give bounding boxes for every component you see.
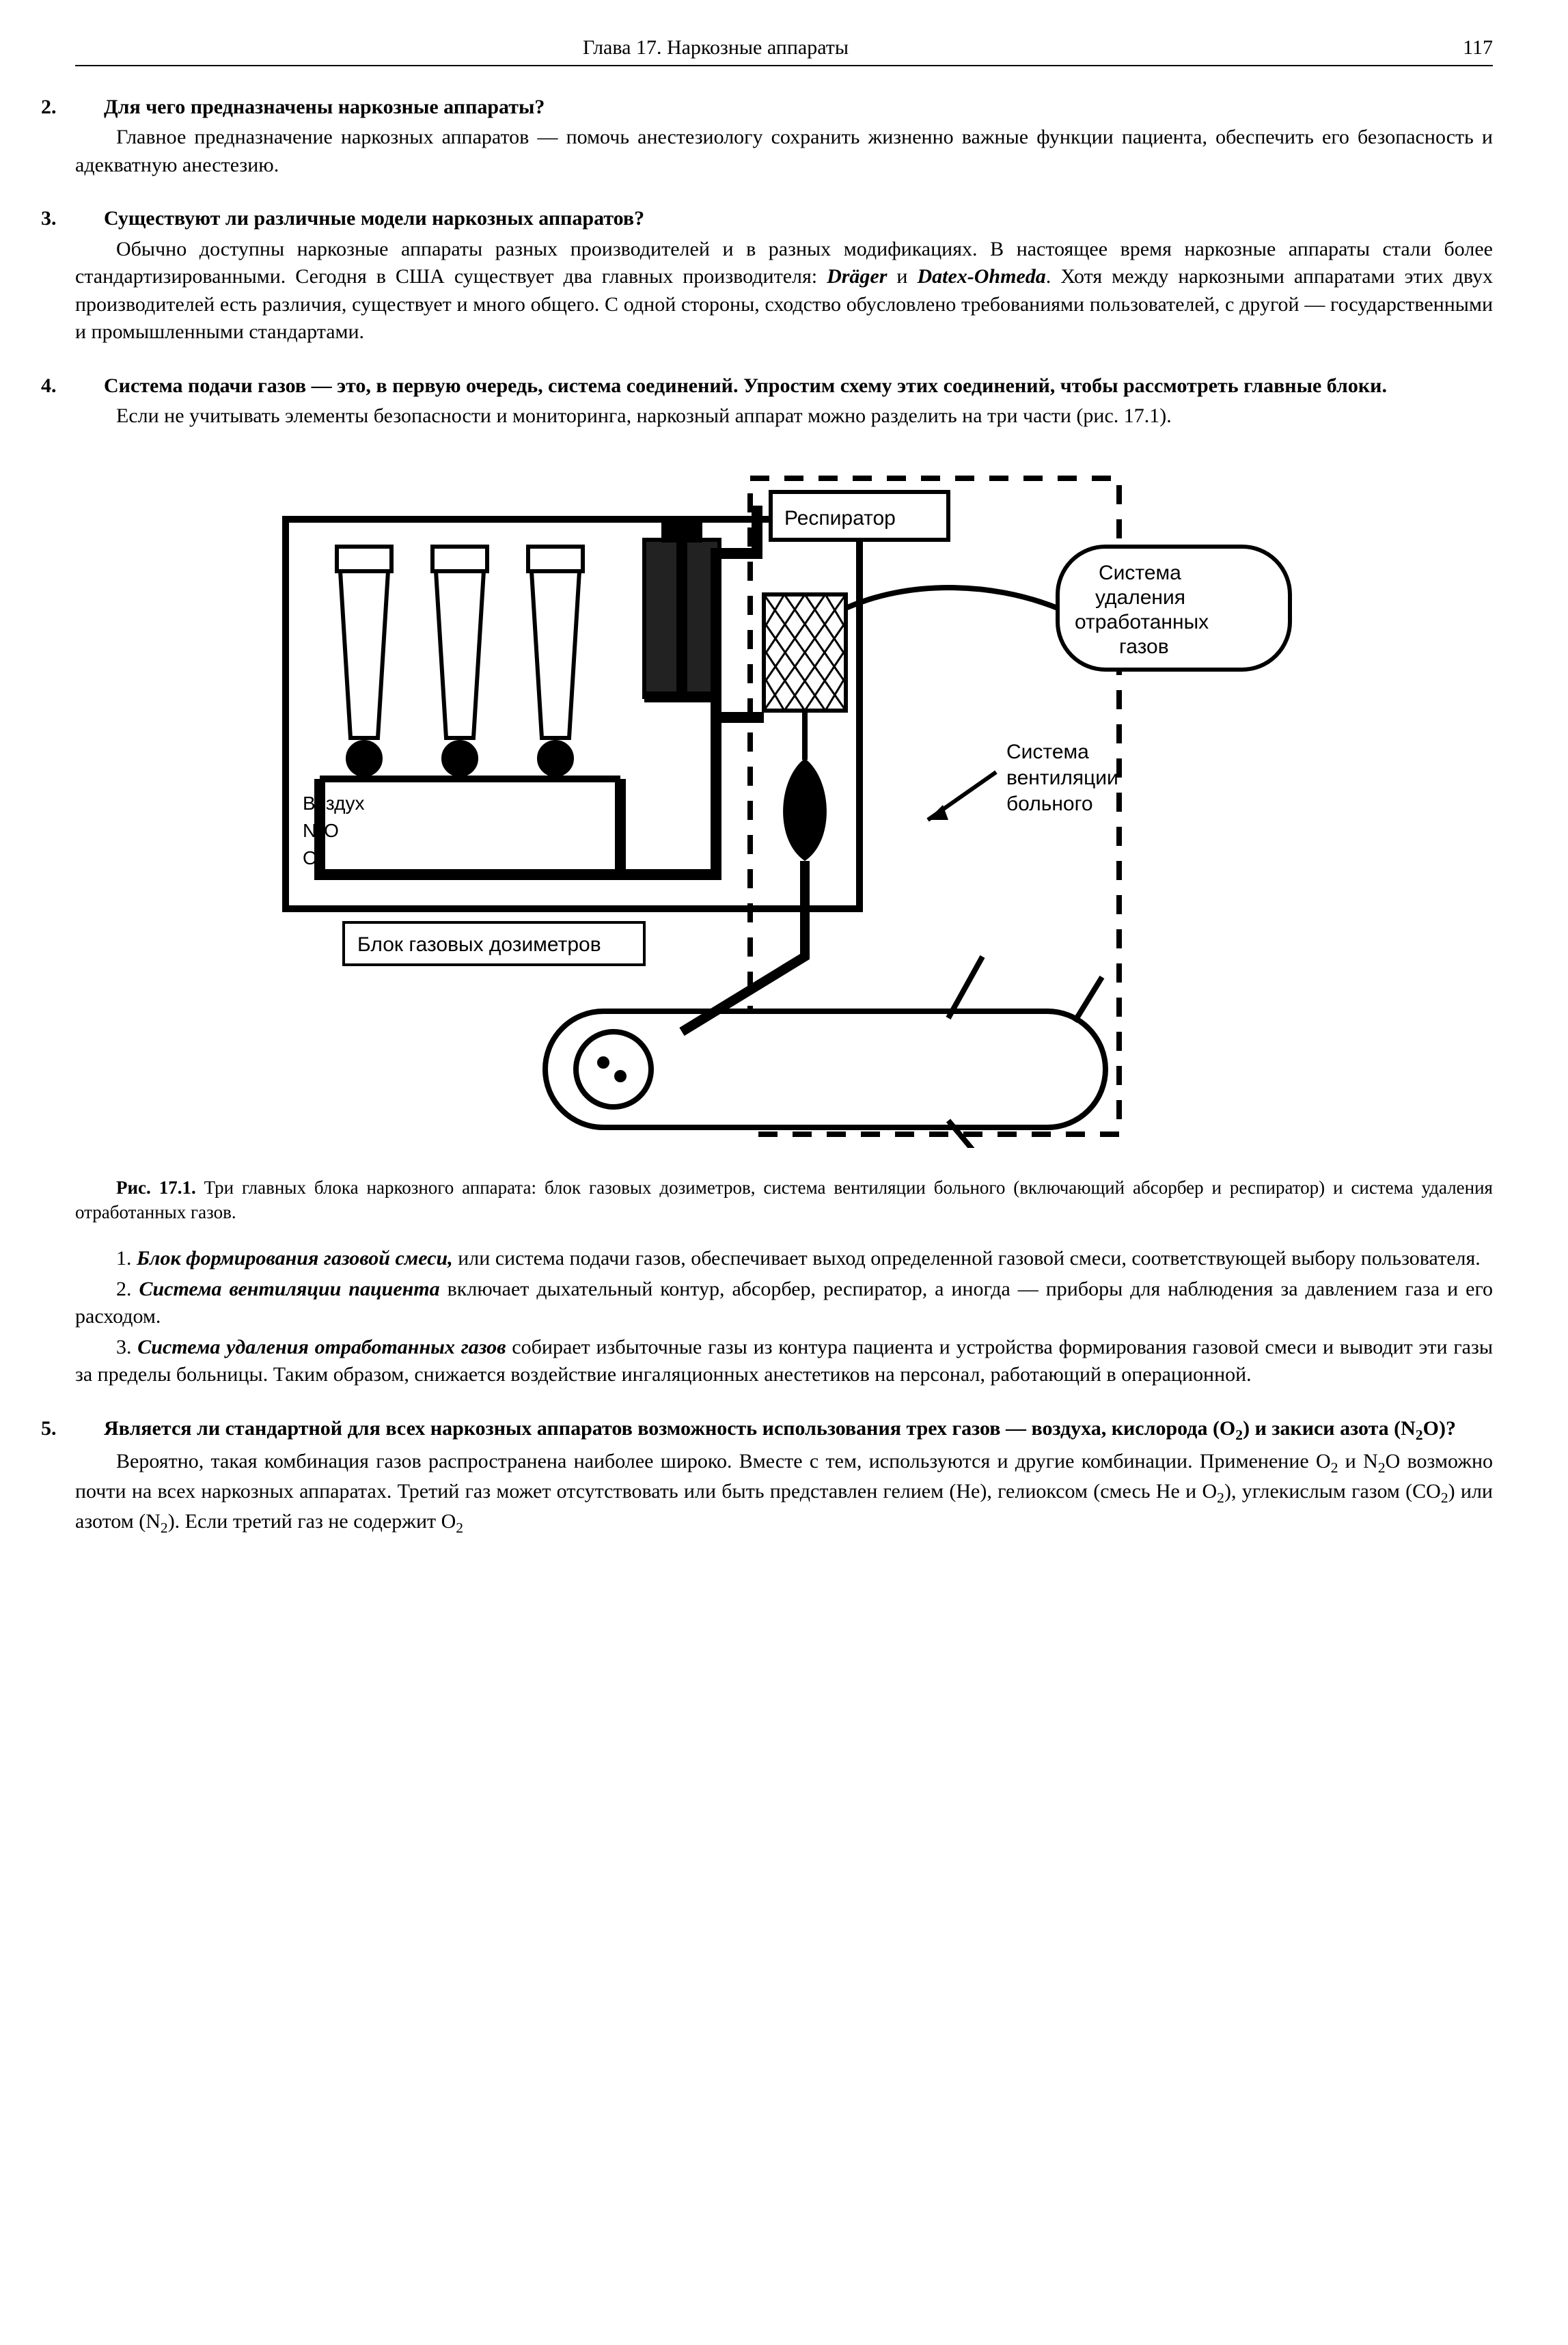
lbl-vent1: Система — [1006, 741, 1089, 763]
q4-head: 4.Система подачи газов — это, в первую о… — [75, 372, 1493, 400]
q2-head: 2.Для чего предназначены наркозные аппар… — [75, 94, 1493, 122]
q5-sub2: 2 — [1378, 1459, 1386, 1476]
q5-body-b: и N — [1338, 1450, 1377, 1472]
q5-sub5: 2 — [161, 1520, 168, 1536]
lbl-scav1: Система — [1099, 562, 1181, 584]
q5-head: 5.Является ли стандартной для всех нарко… — [75, 1415, 1493, 1445]
qa-q3: 3.Существуют ли различные модели наркозн… — [75, 205, 1493, 346]
q5-sub3: 2 — [1217, 1490, 1224, 1506]
block-list: 1. Блок формирования газовой смеси, или … — [75, 1245, 1493, 1389]
li1-num: 1. — [116, 1247, 137, 1270]
lbl-scav2: удаления — [1095, 586, 1185, 609]
li1-text: или система подачи газов, обеспечивает в… — [453, 1247, 1481, 1270]
list-item-1: 1. Блок формирования газовой смеси, или … — [75, 1245, 1493, 1273]
q3-em1: Dräger — [827, 265, 887, 288]
q5-body-d: ), углекислым газом (CO — [1224, 1480, 1441, 1503]
q5-title-a: Является ли стандартной для всех наркозн… — [104, 1417, 1235, 1440]
lbl-n2o: N₂O — [303, 820, 339, 841]
list-item-3: 3. Система удаления отработанных газов с… — [75, 1334, 1493, 1389]
lbl-scav3: отработанных — [1075, 611, 1209, 633]
q2-num: 2. — [75, 94, 104, 122]
q4-num: 4. — [75, 372, 104, 400]
q3-em2: Datex-Ohmeda — [917, 265, 1045, 288]
figure-17-1: Воздух N₂O O₂ Блок газовых дозиметров Ре… — [75, 437, 1493, 1148]
q5-sub2b: 2 — [1416, 1427, 1423, 1443]
li2-em: Система вентиляции пациента — [139, 1278, 439, 1300]
page-number: 117 — [1411, 34, 1493, 62]
lbl-scav4: газов — [1119, 635, 1169, 658]
li3-num: 3. — [116, 1336, 137, 1358]
q5-sub6: 2 — [456, 1520, 463, 1536]
q3-head: 3.Существуют ли различные модели наркозн… — [75, 205, 1493, 233]
q5-sub1: 2 — [1331, 1459, 1338, 1476]
lbl-o2: O₂ — [303, 847, 325, 868]
qa-q4: 4.Система подачи газов — это, в первую о… — [75, 372, 1493, 430]
q5-sub4: 2 — [1441, 1490, 1448, 1506]
q4-title: Система подачи газов — это, в первую оче… — [104, 374, 1387, 397]
qa-q2: 2.Для чего предназначены наркозные аппар… — [75, 94, 1493, 180]
q5-num: 5. — [75, 1415, 104, 1443]
q4-body: Если не учитывать элементы безопасности … — [75, 402, 1493, 430]
li3-em: Система удаления отработанных газов — [137, 1336, 506, 1358]
q3-num: 3. — [75, 205, 104, 233]
li2-num: 2. — [116, 1278, 139, 1300]
qa-q5: 5.Является ли стандартной для всех нарко… — [75, 1415, 1493, 1539]
q5-title-b: ) и закиси азота (N — [1243, 1417, 1416, 1440]
q5-sub2a: 2 — [1235, 1427, 1243, 1443]
lbl-flowmeters: Блок газовых дозиметров — [357, 933, 601, 956]
q2-body: Главное предназначение наркозных аппарат… — [75, 124, 1493, 179]
lbl-vent2: вентиляции — [1006, 767, 1118, 789]
list-item-2: 2. Система вентиляции пациента включает … — [75, 1276, 1493, 1331]
header-title: Глава 17. Наркозные аппараты — [75, 34, 1356, 62]
figcap-label: Рис. 17.1. — [116, 1177, 196, 1198]
diagram-svg: Воздух N₂O O₂ Блок газовых дозиметров Ре… — [238, 437, 1331, 1148]
q5-body-f: ). Если третий газ не содержит O — [168, 1510, 456, 1533]
lbl-vent3: больного — [1006, 793, 1093, 815]
figcap-text: Три главных блока наркозного аппарата: б… — [75, 1177, 1493, 1222]
lbl-air: Воздух — [303, 793, 365, 814]
q5-body-a: Вероятно, такая комбинация газов распрос… — [116, 1450, 1331, 1472]
q5-title-c: O)? — [1423, 1417, 1456, 1440]
lbl-respirator: Респиратор — [784, 507, 896, 530]
q3-body: Обычно доступны наркозные аппараты разны… — [75, 236, 1493, 346]
figure-caption: Рис. 17.1. Три главных блока наркозного … — [75, 1175, 1493, 1225]
q3-title: Существуют ли различные модели наркозных… — [104, 207, 644, 230]
q2-title: Для чего предназначены наркозные аппарат… — [104, 96, 545, 118]
page-header: Глава 17. Наркозные аппараты 117 — [75, 34, 1493, 66]
q3-mid1: и — [887, 265, 917, 288]
q5-body: Вероятно, такая комбинация газов распрос… — [75, 1448, 1493, 1538]
li1-em: Блок формирования газовой смеси, — [137, 1247, 453, 1270]
